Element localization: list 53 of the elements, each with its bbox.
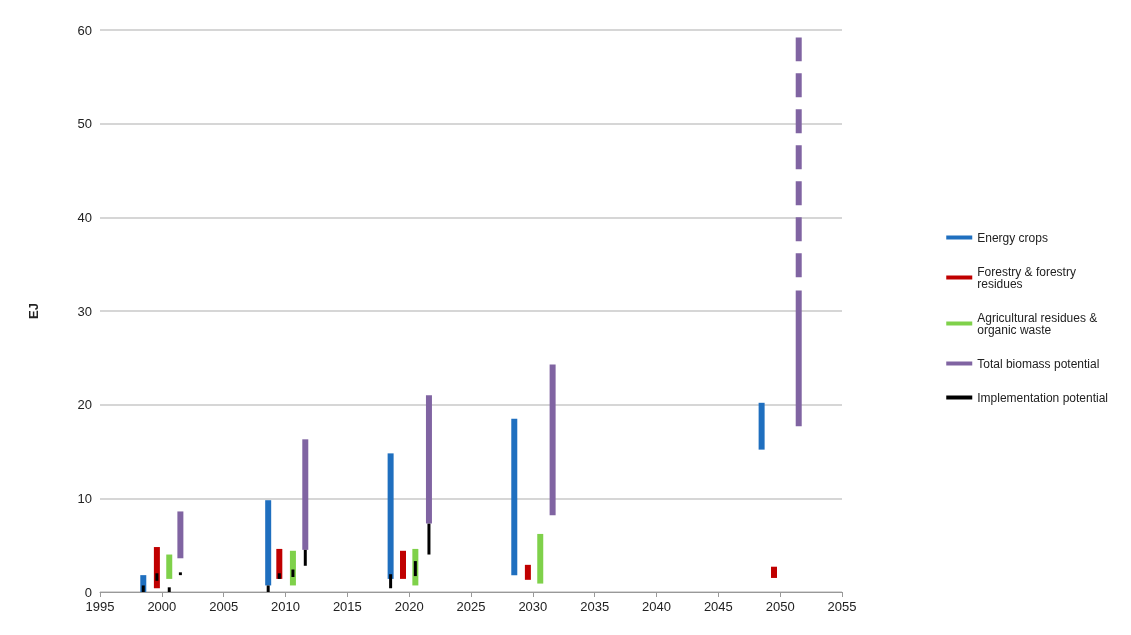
bar [399,550,406,579]
legend-label: Implementation potential [977,390,1108,405]
bar [276,548,283,579]
x-tick-label: 2020 [394,599,424,614]
x-tick-label: 2025 [456,599,486,614]
x-tick-label: 2015 [332,599,362,614]
bar [537,533,544,584]
x-tick-label: 2010 [271,599,300,614]
y-tick-label: 40 [77,209,92,225]
y-tick-label: 10 [77,490,92,506]
bar [413,561,417,577]
bar [291,569,295,578]
bar [758,402,765,450]
bar [795,290,802,427]
y-axis-title: EJ [26,303,41,319]
bar [177,511,184,559]
y-tick-label: 0 [84,584,92,600]
bar [302,439,309,550]
bar [266,585,270,592]
bar [141,585,145,592]
bar [153,547,160,589]
bar [166,554,173,579]
x-tick-label: 2005 [209,599,239,614]
legend-label: Energy crops [977,230,1048,245]
y-tick-label: 50 [77,116,92,132]
bar [167,587,171,592]
y-tick-label: 30 [77,303,92,319]
x-tick-label: 2050 [765,599,795,614]
x-tick-label: 2040 [642,599,671,614]
bar [277,573,281,579]
bar [389,574,393,589]
bar [511,418,518,576]
x-tick-label: 2035 [580,599,610,614]
bar [265,500,272,586]
bar [524,564,531,580]
bar [549,364,556,516]
bar [387,453,394,579]
y-tick-label: 60 [77,22,92,38]
legend-label: Forestry & forestry residues [977,264,1080,291]
x-tick-label: 2000 [147,599,177,614]
legend-label: Total biomass potential [977,356,1100,371]
legend-label: Agricultural residues & organic waste [977,310,1101,337]
bar [155,573,159,581]
bar [770,566,777,578]
x-tick-label: 1995 [85,599,115,614]
bar [178,572,182,576]
x-tick-label: 2045 [703,599,733,614]
bar [425,395,432,524]
y-tick-label: 20 [77,397,92,413]
x-tick-label: 2030 [518,599,548,614]
bar [427,523,431,555]
x-tick-label: 2055 [827,599,857,614]
bar [303,549,307,566]
